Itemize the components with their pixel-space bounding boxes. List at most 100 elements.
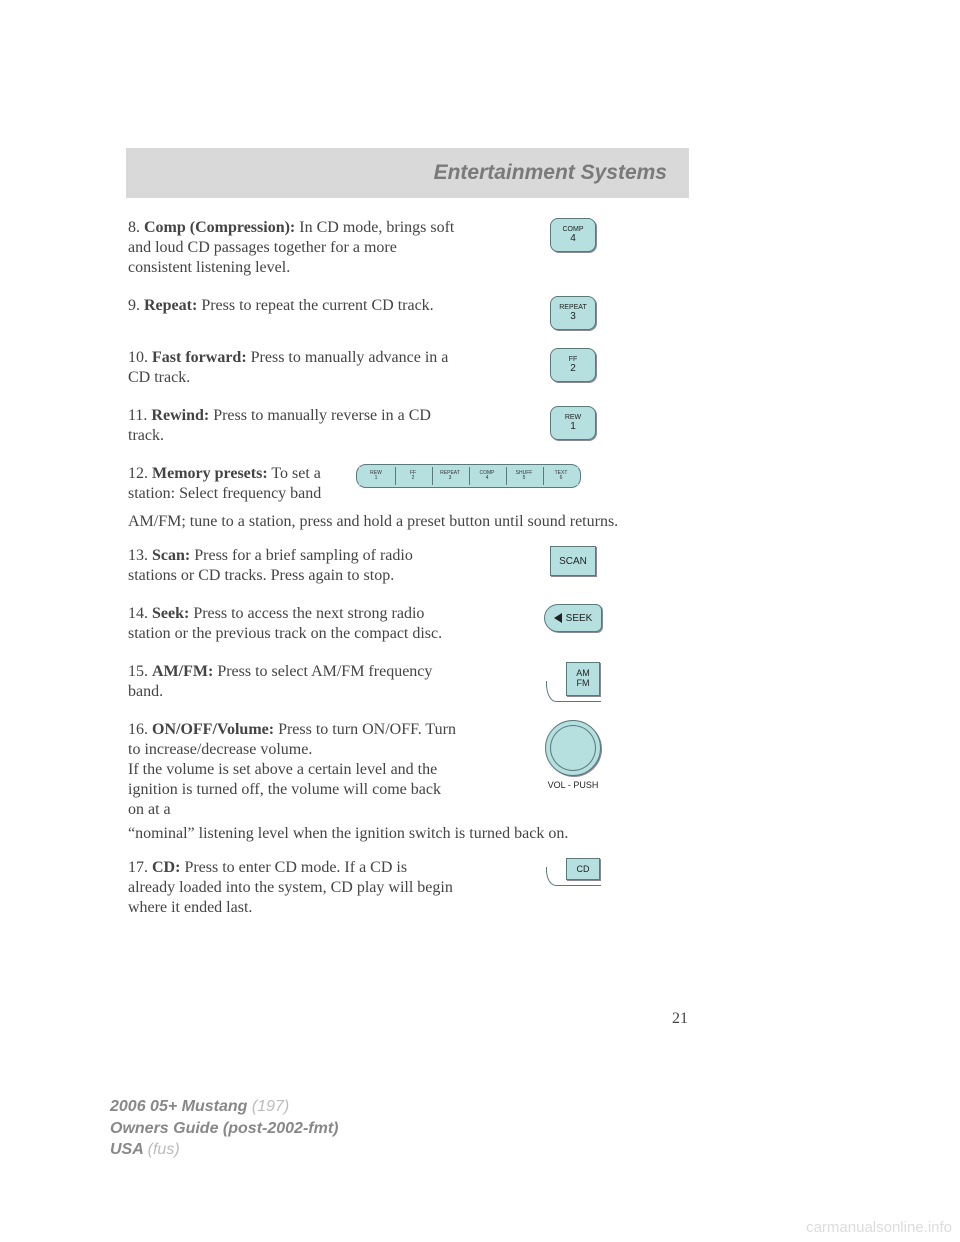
item-title: Rewind: (151, 407, 209, 424)
page: Entertainment Systems 8. Comp (Compressi… (0, 0, 960, 1242)
icon-col: AM FM (458, 662, 688, 702)
preset-4: COMP4 (469, 467, 504, 485)
item-text: 11. Rewind: Press to manually reverse in… (128, 406, 458, 446)
item-text: 17. CD: Press to enter CD mode. If a CD … (128, 858, 458, 918)
icon-col: REW 1 (458, 406, 688, 440)
footer-model-paren: (197) (252, 1098, 289, 1115)
item-title: Comp (Compression): (144, 219, 295, 236)
item-body: Press to repeat the current CD track. (197, 297, 433, 314)
item-title: Fast forward: (152, 349, 247, 366)
preset-5: SHUFF5 (506, 467, 541, 485)
cd-label: CD (577, 864, 590, 874)
item-text: 9. Repeat: Press to repeat the current C… (128, 296, 458, 316)
item-title: CD: (152, 859, 180, 876)
scan-button-icon: SCAN (550, 546, 596, 576)
icon-col: COMP 4 (458, 218, 688, 252)
header-title: Entertainment Systems (434, 161, 667, 185)
preset-row-icon: REW1 FF2 REPEAT3 COMP4 SHUFF5 TEXT6 (356, 464, 581, 488)
icon-col: FF 2 (458, 348, 688, 382)
item-text: 15. AM/FM: Press to select AM/FM frequen… (128, 662, 458, 702)
item-extra-part: If the volume is set above a certain lev… (128, 761, 441, 818)
btn-bot: 2 (570, 363, 576, 374)
volume-knob-icon: VOL - PUSH (545, 720, 601, 790)
item-title: Repeat: (144, 297, 197, 314)
item-num: 8. (128, 219, 140, 236)
amfm-btn-face: AM FM (566, 662, 600, 696)
amfm-button-icon: AM FM (546, 662, 600, 702)
icon-col: VOL - PUSH (458, 720, 688, 790)
btn-bot: 4 (570, 233, 576, 244)
item-presets: 12. Memory presets: To set a station: Se… (128, 464, 688, 504)
ff-button-icon: FF 2 (550, 348, 596, 382)
item-amfm: 15. AM/FM: Press to select AM/FM frequen… (128, 662, 688, 702)
btn-top: REPEAT (559, 304, 587, 312)
content: 8. Comp (Compression): In CD mode, bring… (128, 218, 688, 936)
item-num: 10. (128, 349, 148, 366)
item-text: 14. Seek: Press to access the next stron… (128, 604, 458, 644)
btn-bot: 3 (570, 311, 576, 322)
icon-col: CD (458, 858, 688, 886)
item-text: 13. Scan: Press for a brief sampling of … (128, 546, 458, 586)
item-rew: 11. Rewind: Press to manually reverse in… (128, 406, 688, 446)
btn-top: COMP (563, 226, 584, 234)
btn-bot: 1 (570, 421, 576, 432)
seek-label: SEEK (566, 613, 593, 624)
scan-label: SCAN (559, 556, 587, 567)
item-num: 17. (128, 859, 148, 876)
preset-3: REPEAT3 (432, 467, 467, 485)
item-num: 15. (128, 663, 148, 680)
seek-button-icon: SEEK (544, 604, 602, 632)
volume-knob-circle-icon (545, 720, 601, 776)
footer-guide: Owners Guide (post-2002-fmt) (110, 1118, 338, 1140)
item-num: 9. (128, 297, 140, 314)
btn-top: FF (569, 356, 578, 364)
item-num: 11. (128, 407, 147, 424)
cd-button-icon: CD (546, 858, 600, 886)
btn-top: REW (565, 414, 581, 422)
item-volume-tail: “nominal” listening level when the ignit… (128, 824, 688, 844)
seek-arrow-icon (554, 613, 562, 623)
footer-region-line: USA (fus) (110, 1139, 338, 1161)
item-text: 8. Comp (Compression): In CD mode, bring… (128, 218, 458, 278)
item-text: 12. Memory presets: To set a station: Se… (128, 464, 338, 504)
cd-btn-face: CD (566, 858, 600, 880)
item-num: 13. (128, 547, 148, 564)
repeat-button-icon: REPEAT 3 (550, 296, 596, 330)
item-num: 12. (128, 465, 148, 482)
item-text: 16. ON/OFF/Volume: Press to turn ON/OFF.… (128, 720, 458, 820)
item-cd: 17. CD: Press to enter CD mode. If a CD … (128, 858, 688, 918)
footer-model: 2006 05+ Mustang (110, 1098, 247, 1115)
item-seek: 14. Seek: Press to access the next stron… (128, 604, 688, 644)
item-volume: 16. ON/OFF/Volume: Press to turn ON/OFF.… (128, 720, 688, 820)
item-comp: 8. Comp (Compression): In CD mode, bring… (128, 218, 688, 278)
item-ff: 10. Fast forward: Press to manually adva… (128, 348, 688, 388)
header-bar: Entertainment Systems (126, 148, 689, 198)
preset-1: REW1 (359, 467, 393, 485)
item-title: ON/OFF/Volume: (152, 721, 274, 738)
icon-col: SEEK (458, 604, 688, 632)
footer-model-line: 2006 05+ Mustang (197) (110, 1096, 338, 1118)
footer-region: USA (110, 1141, 143, 1158)
preset-2: FF2 (395, 467, 430, 485)
item-repeat: 9. Repeat: Press to repeat the current C… (128, 296, 688, 330)
rew-button-icon: REW 1 (550, 406, 596, 440)
preset-6: TEXT6 (543, 467, 578, 485)
item-num: 14. (128, 605, 148, 622)
amfm-line2: FM (577, 679, 590, 689)
item-title: Scan: (152, 547, 190, 564)
footer: 2006 05+ Mustang (197) Owners Guide (pos… (110, 1096, 338, 1161)
comp-button-icon: COMP 4 (550, 218, 596, 252)
volume-label: VOL - PUSH (548, 780, 599, 790)
icon-col: SCAN (458, 546, 688, 576)
item-presets-tail: AM/FM; tune to a station, press and hold… (128, 512, 688, 532)
item-scan: 13. Scan: Press for a brief sampling of … (128, 546, 688, 586)
item-title: AM/FM: (152, 663, 213, 680)
item-text: 10. Fast forward: Press to manually adva… (128, 348, 458, 388)
icon-col: REPEAT 3 (458, 296, 688, 330)
item-num: 16. (128, 721, 148, 738)
icon-col: REW1 FF2 REPEAT3 COMP4 SHUFF5 TEXT6 (338, 464, 688, 488)
item-title: Memory presets: (152, 465, 268, 482)
watermark: carmanualsonline.info (806, 1219, 952, 1236)
footer-region-paren: (fus) (148, 1141, 180, 1158)
item-title: Seek: (152, 605, 189, 622)
